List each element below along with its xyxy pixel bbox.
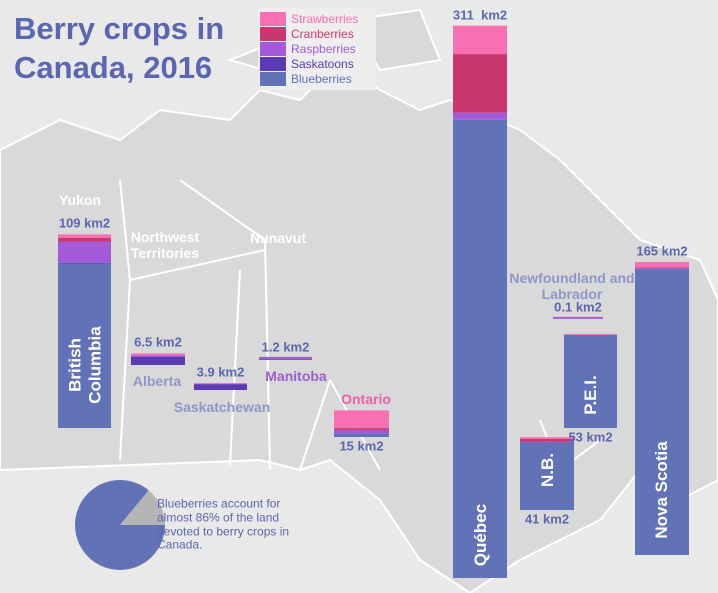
map-label: Northwest Territories xyxy=(130,228,200,261)
legend-label: Strawberries xyxy=(291,12,358,26)
category-label: Newfoundland and Labrador xyxy=(509,269,635,302)
bar-segment xyxy=(635,267,689,269)
bar-segment xyxy=(564,333,617,335)
legend-swatch xyxy=(260,72,286,86)
bar-segment xyxy=(58,241,111,263)
legend-swatch xyxy=(260,12,286,26)
bar-segment xyxy=(564,334,617,428)
category-label: British Columbia xyxy=(65,326,104,404)
bar-segment xyxy=(194,383,247,384)
pie-slice xyxy=(120,490,165,525)
total-label: 41 km2 xyxy=(524,511,570,527)
category-label: Nova Scotia xyxy=(652,441,672,539)
total-label: 0.1 km2 xyxy=(554,299,602,315)
bar-segment xyxy=(453,119,507,579)
bar-segment xyxy=(334,429,389,434)
total-label: 109 km2 xyxy=(58,215,111,231)
legend-swatch xyxy=(260,42,286,56)
bar-segment xyxy=(635,261,689,268)
total-label: 53 km2 xyxy=(568,429,613,445)
bar-segment xyxy=(334,410,389,429)
bar-segment xyxy=(453,112,507,120)
category-label: Québec xyxy=(471,503,491,567)
legend-swatch xyxy=(260,27,286,41)
bar-segment xyxy=(453,54,507,113)
map-label: Yukon xyxy=(58,191,101,208)
bar-segment xyxy=(635,268,689,270)
bar-segment xyxy=(520,442,574,510)
total-label: 6.5 km2 xyxy=(134,334,182,350)
bar-segment xyxy=(194,384,247,390)
category-label: Alberta xyxy=(132,372,182,389)
category-label: Manitoba xyxy=(265,367,327,384)
bar-segment xyxy=(58,234,111,238)
bar-segment xyxy=(58,237,111,242)
bar-segment xyxy=(131,355,185,358)
chart-title: Berry crops in Canada, 2016 xyxy=(14,11,225,85)
bar-segment xyxy=(58,263,111,428)
pie-note: Blueberries account for almost 86% of th… xyxy=(157,496,290,552)
bar-segment xyxy=(520,438,574,442)
total-label: 15 km2 xyxy=(339,438,384,454)
legend-label: Cranberries xyxy=(291,27,354,41)
total-label: 165 km2 xyxy=(636,243,688,259)
bar-segment xyxy=(334,433,389,437)
bar-segment xyxy=(453,25,507,55)
bar-segment xyxy=(635,269,689,555)
bar-segment xyxy=(131,353,185,356)
category-label: P.E.I. xyxy=(581,375,601,415)
bar-segment xyxy=(520,441,574,443)
bar-segment xyxy=(259,359,312,360)
bar-segment xyxy=(334,428,389,430)
legend-swatch xyxy=(260,57,286,71)
category-label: Ontario xyxy=(341,390,391,407)
category-label: N.B. xyxy=(538,453,558,487)
legend-label: Saskatoons xyxy=(291,57,354,71)
total-label: 3.9 km2 xyxy=(196,364,245,380)
bar-segment xyxy=(194,383,247,385)
category-label: Saskatchewan xyxy=(173,398,271,415)
bar-segment xyxy=(131,357,185,365)
bar-segment xyxy=(520,437,574,439)
total-label: 311 km2 xyxy=(452,7,508,23)
total-label: 1.2 km2 xyxy=(261,339,310,355)
legend-label: Blueberries xyxy=(291,72,352,86)
legend-label: Raspberries xyxy=(291,42,356,56)
bar-segment xyxy=(58,262,111,264)
map-label: Nunavut xyxy=(250,229,306,246)
bar-segment xyxy=(259,358,312,360)
